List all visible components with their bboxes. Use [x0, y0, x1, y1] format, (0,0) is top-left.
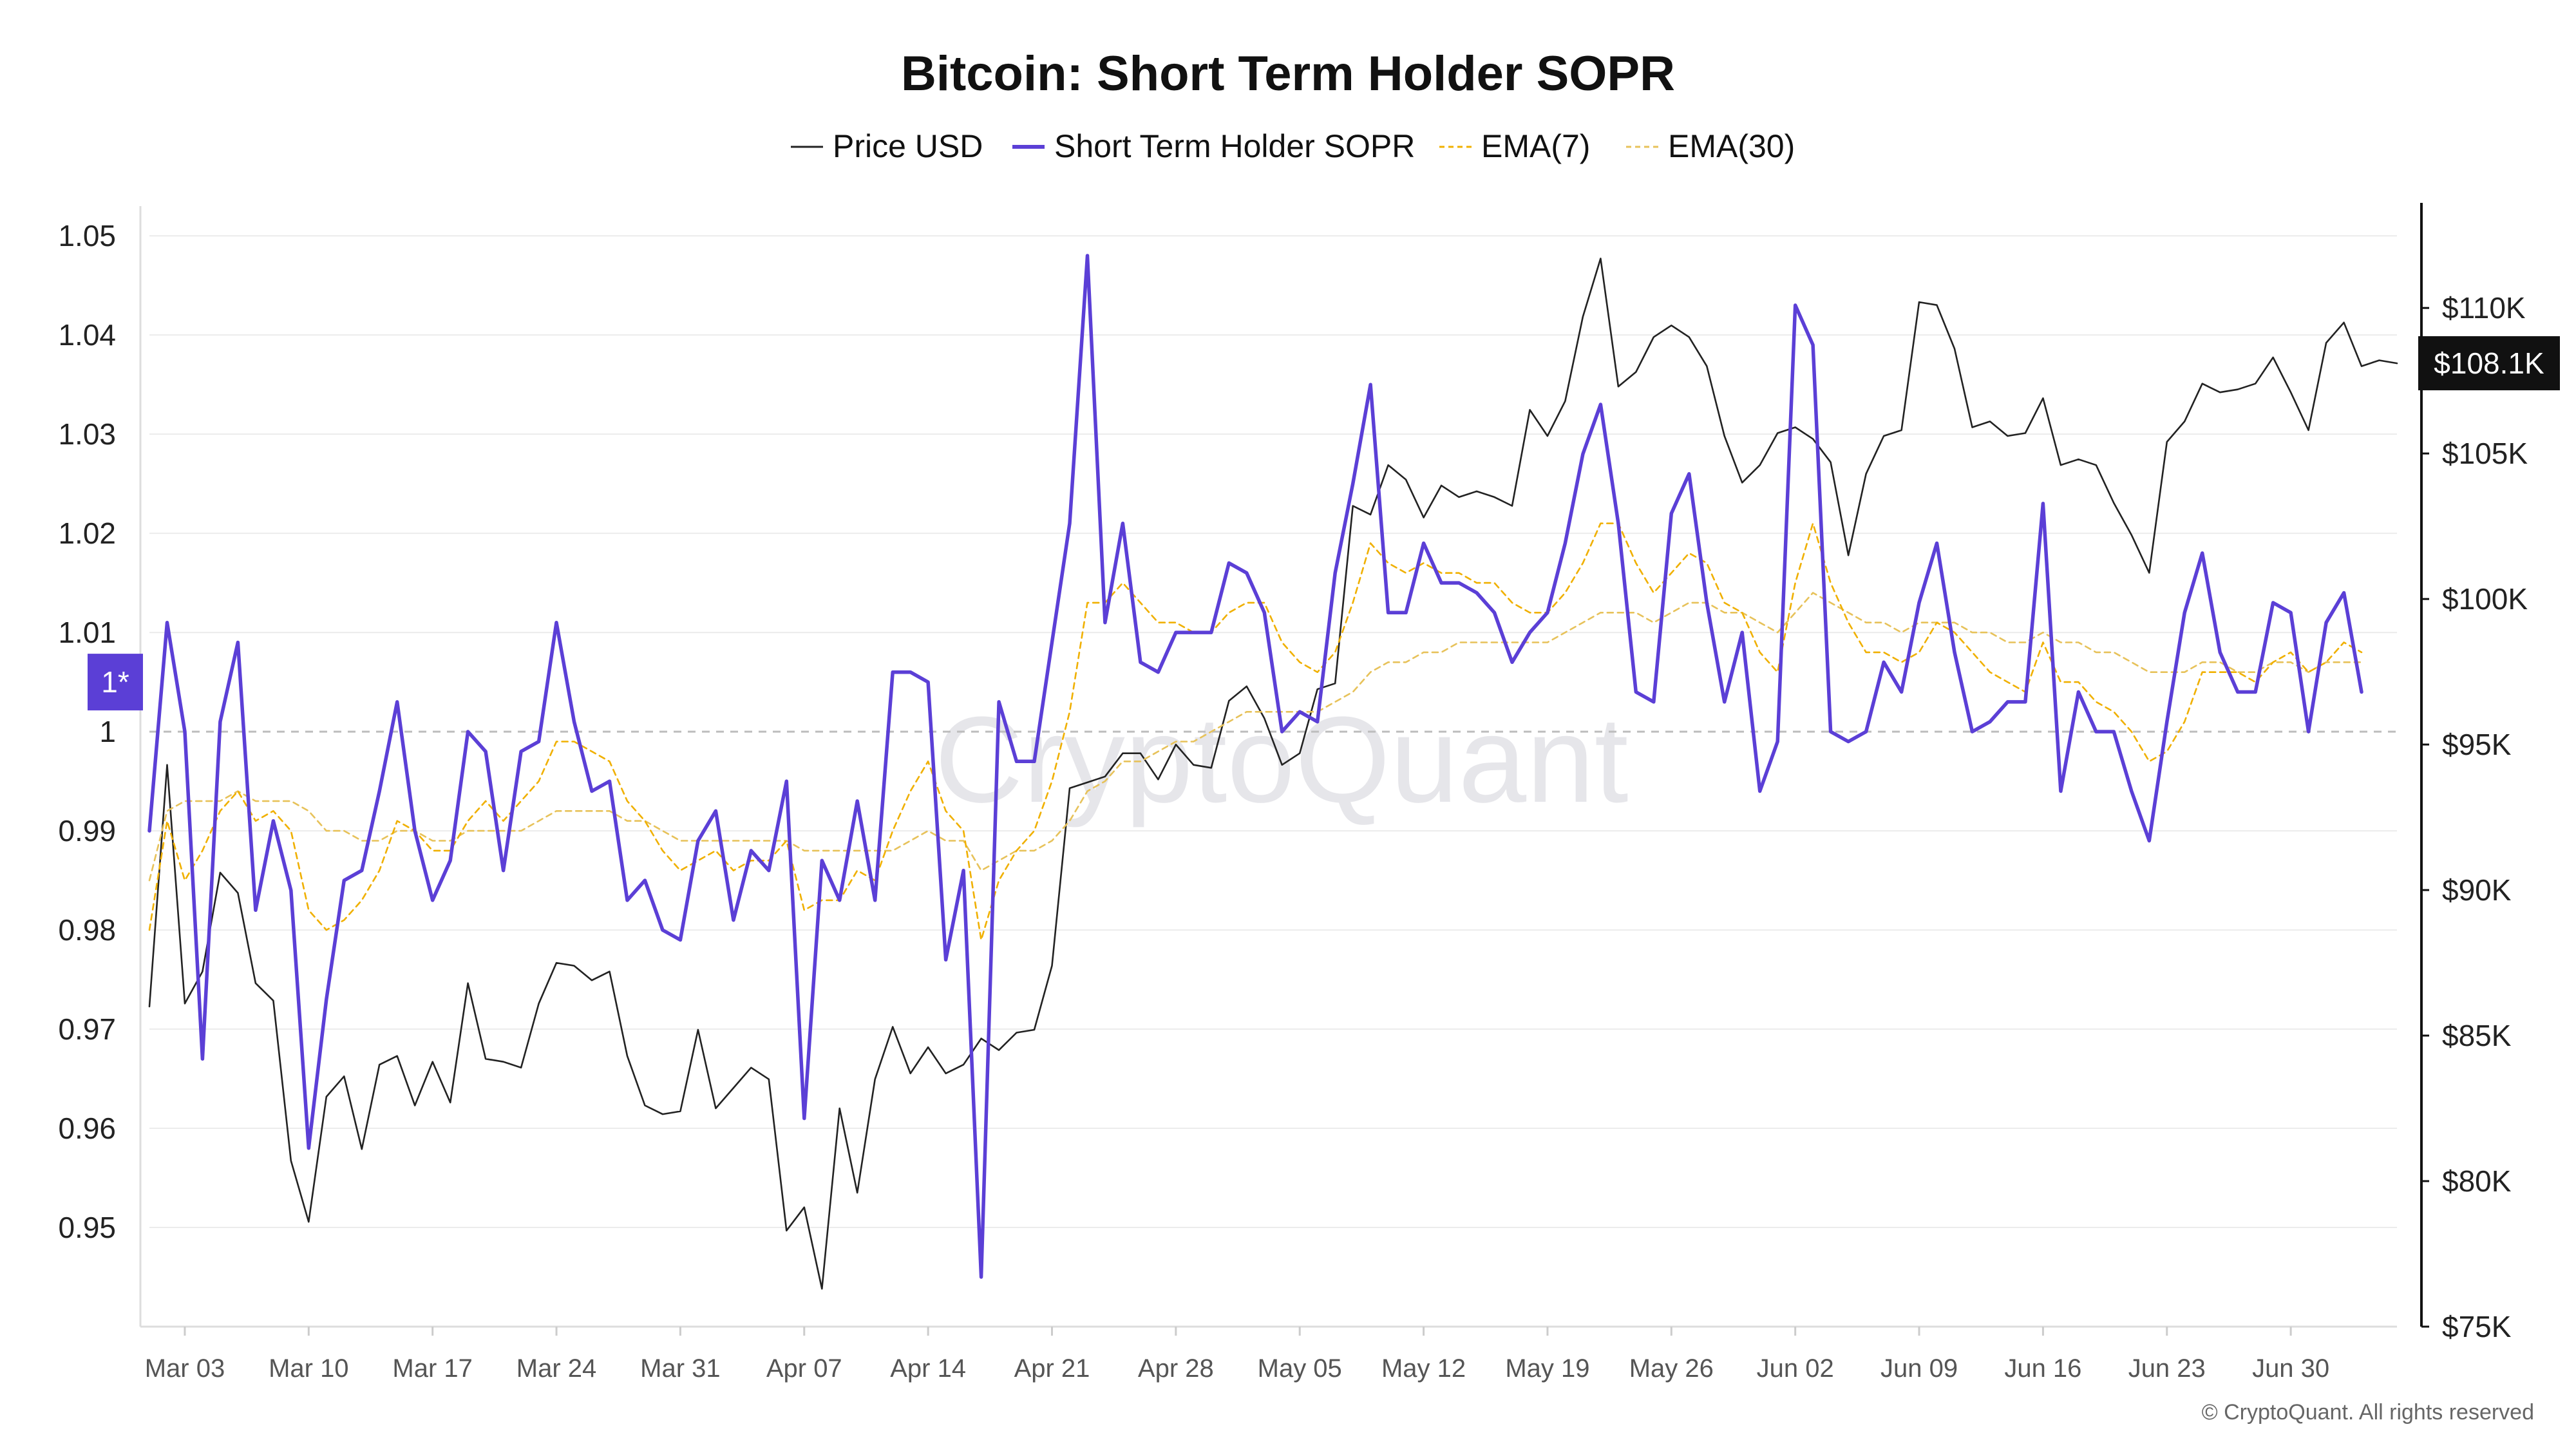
x-tick-label: May 05 [1258, 1354, 1342, 1383]
series-layer [147, 254, 2398, 1290]
legend-label-sopr: Short Term Holder SOPR [1054, 128, 1415, 164]
x-tick-label: Mar 17 [392, 1354, 473, 1383]
y-left-tick-label: 0.97 [58, 1012, 116, 1046]
right-axis-ticks: $75K $80K $85K $90K $95K $100K $105K $110K [2421, 291, 2528, 1343]
y-right-tick-label: $75K [2442, 1310, 2512, 1343]
y-right-tick-label: $80K [2442, 1164, 2512, 1198]
x-tick-label: Jun 09 [1880, 1354, 1958, 1383]
y-right-tick-label: $105K [2442, 437, 2528, 470]
x-tick-label: Jun 02 [1757, 1354, 1834, 1383]
left-badge-bg [88, 654, 143, 711]
x-tick-label: May 12 [1381, 1354, 1466, 1383]
x-axis-ticks: Mar 03 Mar 10 Mar 17 Mar 24 Mar 31 Apr 07 Apr … [145, 1327, 2329, 1383]
y-left-tick-label: 1.02 [58, 516, 116, 550]
y-left-tick-label: 0.96 [58, 1112, 116, 1145]
y-left-tick-label: 0.95 [58, 1211, 116, 1244]
left-badge-label: 1* [101, 665, 129, 699]
x-tick-label: Mar 31 [640, 1354, 721, 1383]
x-tick-label: Mar 24 [516, 1354, 597, 1383]
left-value-badge: 1* [88, 654, 143, 711]
chart-title: Bitcoin: Short Term Holder SOPR [901, 46, 1675, 101]
y-right-tick-label: $110K [2442, 291, 2526, 325]
y-left-tick-label: 1.03 [58, 417, 116, 451]
chart-legend: Price USD Short Term Holder SOPR EMA(7) … [791, 128, 1795, 164]
y-left-tick-label: 0.98 [58, 913, 116, 947]
y-left-tick-label: 1.04 [58, 318, 116, 352]
copyright-text: © CryptoQuant. All rights reserved [2202, 1400, 2534, 1425]
y-right-tick-label: $95K [2442, 728, 2512, 761]
left-axis-ticks: 0.95 0.96 0.97 0.98 0.99 1 1.01 1.02 1.03 1.04 1.0… [58, 219, 116, 1244]
x-tick-label: Apr 21 [1014, 1354, 1090, 1383]
x-tick-label: May 26 [1629, 1354, 1714, 1383]
y-left-tick-label: 1.05 [58, 219, 116, 252]
y-right-tick-label: $85K [2442, 1019, 2512, 1052]
x-tick-label: Jun 23 [2128, 1354, 2206, 1383]
y-left-tick-label: 1.01 [58, 616, 116, 649]
legend-label-ema7: EMA(7) [1481, 128, 1590, 164]
x-tick-label: Mar 10 [269, 1354, 349, 1383]
legend-item-price[interactable]: Price USD [791, 128, 983, 164]
y-left-tick-label: 0.99 [58, 814, 116, 848]
x-tick-label: Apr 07 [766, 1354, 842, 1383]
y-right-tick-label: $90K [2442, 873, 2512, 907]
legend-item-ema7[interactable]: EMA(7) [1439, 128, 1590, 164]
x-tick-label: Jun 30 [2252, 1354, 2329, 1383]
axis-badges: 1* $108.1K [88, 336, 2560, 711]
price-usd-line[interactable] [148, 258, 2398, 1290]
ema30-line[interactable] [148, 592, 2363, 882]
right-badge-bg [2418, 336, 2560, 391]
x-tick-label: Jun 16 [2004, 1354, 2081, 1383]
legend-item-sopr[interactable]: Short Term Holder SOPR [1012, 128, 1415, 164]
grid-lines [149, 235, 2397, 1229]
y-left-tick-label: 1 [99, 715, 116, 748]
x-tick-label: Apr 14 [890, 1354, 966, 1383]
legend-item-ema30[interactable]: EMA(30) [1626, 128, 1795, 164]
sopr-line[interactable] [147, 254, 2363, 1279]
right-badge-label: $108.1K [2434, 346, 2544, 380]
watermark: CryptoQuant [934, 692, 1628, 828]
x-tick-label: Mar 03 [145, 1354, 225, 1383]
legend-label-price: Price USD [833, 128, 983, 164]
right-last-value-badge: $108.1K [2418, 336, 2560, 391]
y-right-tick-label: $100K [2442, 582, 2528, 616]
x-tick-label: May 19 [1505, 1354, 1589, 1383]
ema7-line[interactable] [148, 522, 2363, 941]
x-tick-label: Apr 28 [1138, 1354, 1214, 1383]
legend-label-ema30: EMA(30) [1668, 128, 1795, 164]
